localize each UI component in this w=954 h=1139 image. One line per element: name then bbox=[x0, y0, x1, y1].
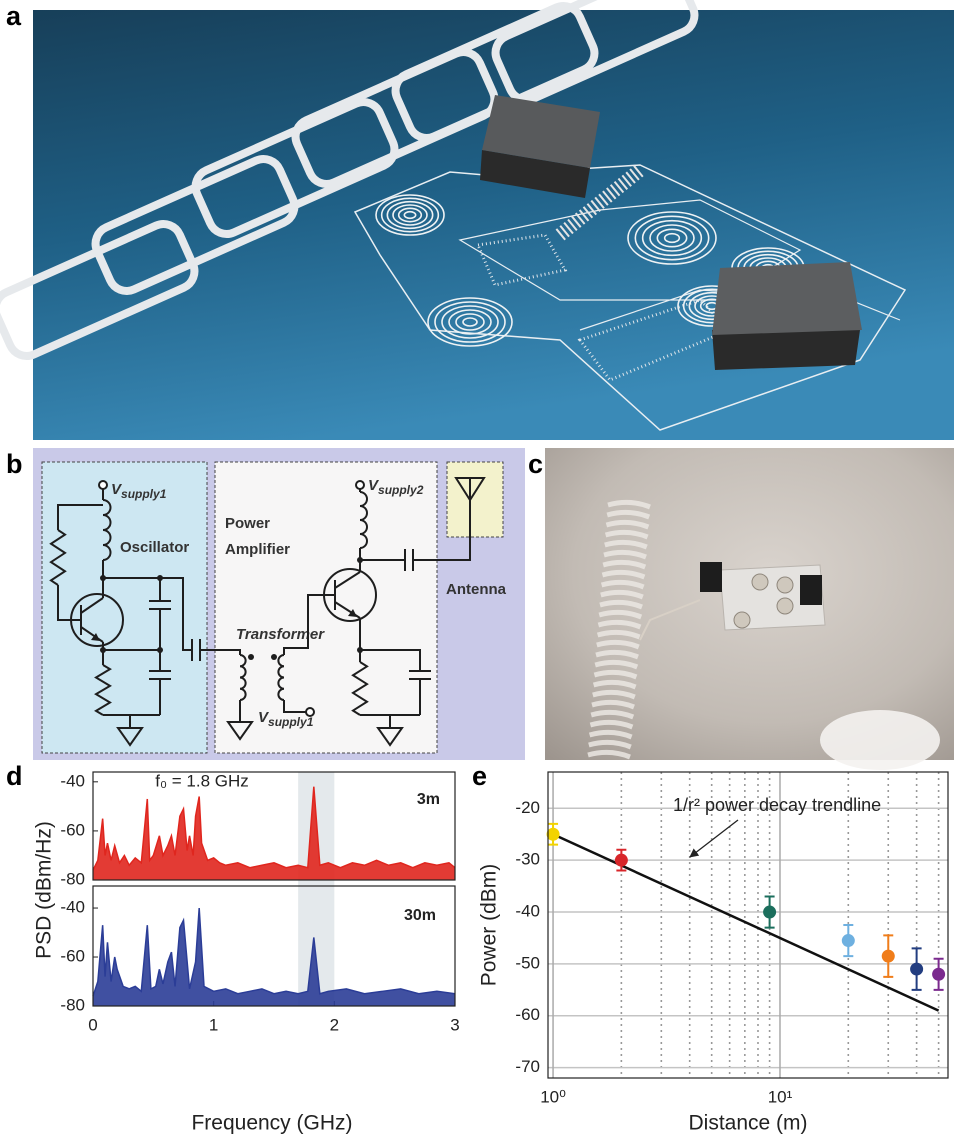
point bbox=[932, 968, 945, 981]
circuit-label: Oscillator bbox=[120, 539, 189, 556]
chart: -40 -60 -800 1 2 3 Frequency (GHz) 30m bbox=[60, 886, 459, 1135]
chart: -70 -60 -50 -40 -30 -20 10⁰ 10¹ Power (dBm) Dista… bbox=[478, 772, 948, 1135]
point bbox=[882, 950, 895, 963]
antenna-box bbox=[447, 462, 503, 537]
figure: a b c d e Oscillator Power Amplifier Tra… bbox=[0, 0, 954, 1139]
circuit-label: Amplifier bbox=[225, 541, 290, 558]
x-axis-label: Distance (m) bbox=[688, 1112, 807, 1135]
y-tick-label: -20 bbox=[515, 798, 540, 817]
y-tick-label: -80 bbox=[60, 995, 85, 1014]
panel-label: a bbox=[6, 1, 22, 31]
coil bbox=[734, 612, 750, 628]
y-tick-label: -40 bbox=[60, 898, 85, 917]
y-tick-label: -70 bbox=[515, 1057, 540, 1076]
supply-subscript: supply1 bbox=[268, 715, 314, 729]
coil bbox=[777, 598, 793, 614]
x-tick-label: 1 bbox=[209, 1015, 218, 1034]
circuit-label: Power bbox=[225, 515, 270, 532]
y-tick-label: -60 bbox=[60, 820, 85, 839]
x-tick-label: 10⁰ bbox=[540, 1087, 566, 1106]
circuit-label: Transformer bbox=[236, 626, 325, 643]
point bbox=[763, 906, 776, 919]
panel-label: c bbox=[528, 449, 543, 479]
point bbox=[910, 963, 923, 976]
terminal bbox=[306, 708, 314, 716]
chip bbox=[800, 575, 822, 605]
point bbox=[842, 934, 855, 947]
terminal bbox=[99, 481, 107, 489]
y-tick-label: -40 bbox=[515, 902, 540, 921]
chart: -40 -60 -80PSD (dBm/Hz) f₀ = 1.8 GHz 3m bbox=[33, 771, 455, 1006]
y-tick-label: -40 bbox=[60, 771, 85, 790]
junction bbox=[248, 654, 254, 660]
chip-side bbox=[712, 330, 860, 370]
y-tick-label: -80 bbox=[60, 869, 85, 888]
panel-label: b bbox=[6, 449, 23, 479]
y-axis-label: PSD (dBm/Hz) bbox=[33, 821, 56, 959]
blur-highlight bbox=[820, 710, 940, 770]
y-tick-label: -50 bbox=[515, 953, 540, 972]
y-tick-label: -60 bbox=[60, 947, 85, 966]
x-tick-label: 3 bbox=[450, 1015, 459, 1034]
series-label: 3m bbox=[417, 791, 440, 808]
x-tick-label: 2 bbox=[330, 1015, 339, 1034]
junction bbox=[100, 575, 106, 581]
terminal bbox=[356, 481, 364, 489]
spectrum-fill bbox=[93, 908, 455, 1006]
panel-label: d bbox=[6, 761, 23, 791]
x-tick-label: 0 bbox=[88, 1015, 97, 1034]
coil bbox=[777, 577, 793, 593]
annotation: f₀ = 1.8 GHz bbox=[155, 771, 249, 790]
x-axis-label: Frequency (GHz) bbox=[191, 1112, 352, 1135]
coil bbox=[752, 574, 768, 590]
amplifier-box bbox=[215, 462, 437, 753]
y-axis-label: Power (dBm) bbox=[478, 864, 501, 987]
annotation: 1/r² power decay trendline bbox=[673, 795, 881, 815]
x-tick-label: 10¹ bbox=[768, 1087, 793, 1106]
chip-top bbox=[712, 262, 862, 335]
chip bbox=[700, 562, 722, 592]
y-tick-label: -30 bbox=[515, 850, 540, 869]
circuit-label: Antenna bbox=[446, 581, 507, 598]
supply-subscript: supply1 bbox=[121, 487, 167, 501]
photo-layer bbox=[0, 0, 954, 770]
y-tick-label: -60 bbox=[515, 1005, 540, 1024]
plot-frame bbox=[548, 772, 948, 1078]
series-label: 30m bbox=[404, 907, 436, 924]
supply-subscript: supply2 bbox=[378, 483, 424, 497]
annotation-arrow bbox=[690, 820, 738, 857]
point bbox=[615, 854, 628, 867]
junction bbox=[271, 654, 277, 660]
panel-label: e bbox=[472, 761, 487, 791]
